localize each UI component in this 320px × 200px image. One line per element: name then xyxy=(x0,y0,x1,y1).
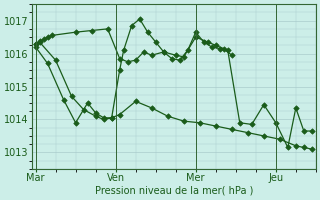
X-axis label: Pression niveau de la mer( hPa ): Pression niveau de la mer( hPa ) xyxy=(94,186,253,196)
